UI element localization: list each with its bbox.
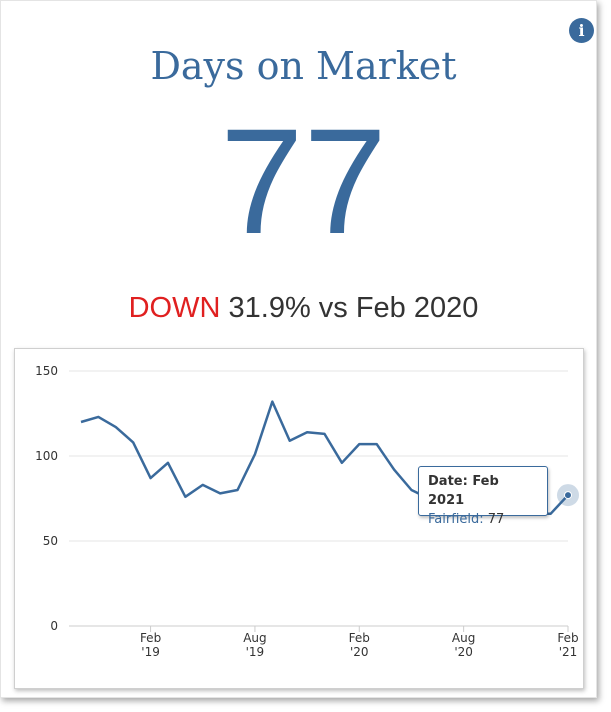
x-tick-label: Feb bbox=[557, 631, 578, 645]
change-summary: DOWN 31.9% vs Feb 2020 bbox=[1, 288, 606, 328]
x-tick-label-year: '20 bbox=[454, 645, 473, 659]
x-tick-label: Feb bbox=[140, 631, 161, 645]
x-tick-label: Aug bbox=[452, 631, 475, 645]
highlight-point bbox=[564, 491, 572, 500]
info-icon[interactable]: i bbox=[569, 18, 594, 43]
change-direction: DOWN bbox=[128, 292, 221, 324]
tooltip-date: Date: Feb 2021 bbox=[428, 474, 499, 508]
y-tick-label: 0 bbox=[50, 619, 58, 633]
x-tick-label: Feb bbox=[349, 631, 370, 645]
days-on-market-card: i Days on Market 77 DOWN 31.9% vs Feb 20… bbox=[0, 0, 597, 698]
x-tick-label-year: '19 bbox=[141, 645, 160, 659]
chart-tooltip: Date: Feb 2021 Fairfield: 77 bbox=[418, 466, 548, 527]
x-tick-label: Aug bbox=[243, 631, 266, 645]
tooltip-value: 77 bbox=[487, 512, 505, 527]
y-tick-label: 150 bbox=[35, 364, 58, 378]
card-title: Days on Market bbox=[150, 44, 457, 88]
tooltip-series-label: Fairfield: bbox=[428, 512, 484, 527]
y-tick-label: 100 bbox=[35, 449, 58, 463]
change-text: 31.9% vs Feb 2020 bbox=[228, 292, 479, 324]
y-tick-label: 50 bbox=[43, 534, 58, 548]
x-tick-label-year: '21 bbox=[559, 645, 578, 659]
x-tick-label-year: '20 bbox=[350, 645, 369, 659]
chart-container: 0 50 100 150 Feb '19 Aug '19 Feb '20 Aug '20 Feb '21 … bbox=[14, 348, 584, 689]
x-tick-label-year: '19 bbox=[246, 645, 265, 659]
metric-value: 77 bbox=[220, 97, 387, 265]
